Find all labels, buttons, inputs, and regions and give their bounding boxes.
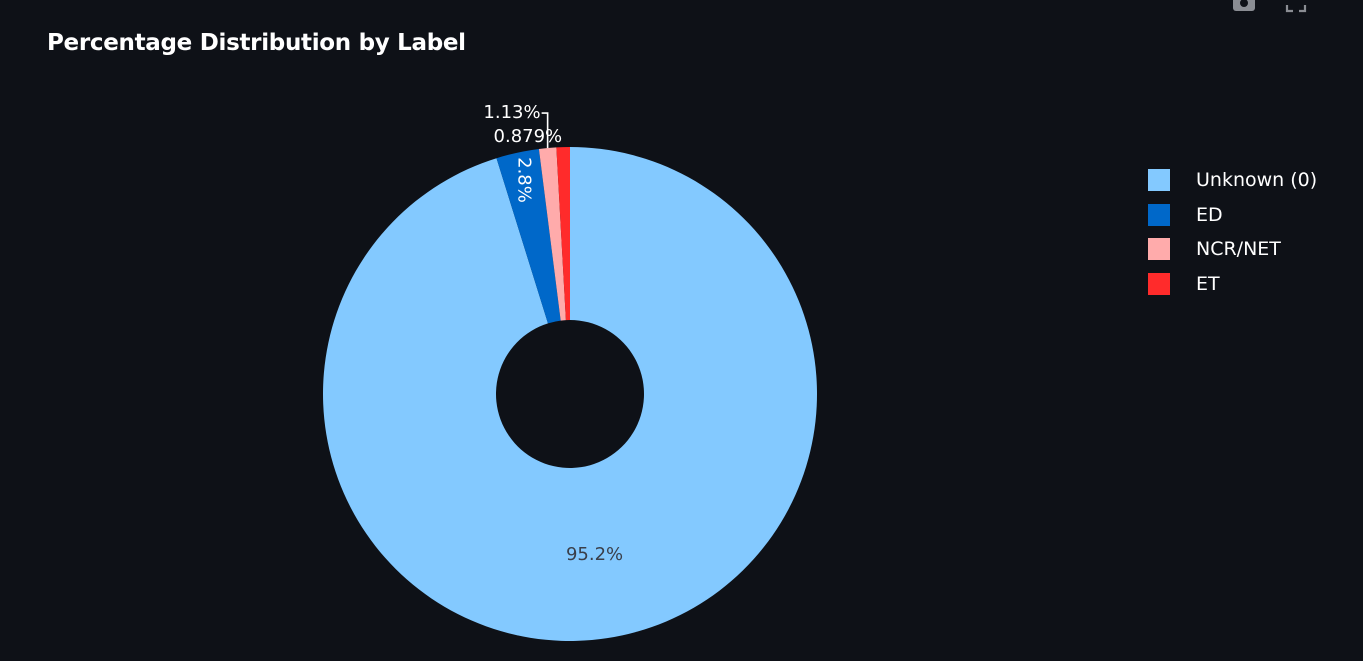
slice-label-ncr-net: 1.13% xyxy=(483,102,540,123)
legend-item-ed[interactable]: ED xyxy=(1148,198,1317,233)
chart-title: Percentage Distribution by Label xyxy=(47,30,466,56)
legend-swatch xyxy=(1148,169,1170,192)
pie-slice-ncr-net[interactable] xyxy=(538,147,566,321)
legend-swatch xyxy=(1148,203,1170,226)
slice-label-ed: 2.8% xyxy=(513,157,534,203)
pie-slice-et[interactable] xyxy=(556,147,570,321)
legend-label: ET xyxy=(1196,272,1220,295)
legend-label: Unknown (0) xyxy=(1196,169,1318,192)
legend-item-et[interactable]: ET xyxy=(1148,267,1317,302)
leader-line-ncr-net xyxy=(541,112,549,149)
legend-label: NCR/NET xyxy=(1196,238,1281,261)
legend-swatch xyxy=(1148,272,1170,295)
legend-item-unknown-0[interactable]: Unknown (0) xyxy=(1148,163,1317,198)
pie-slice-unknown-0[interactable] xyxy=(323,147,818,641)
fullscreen-icon[interactable] xyxy=(1284,0,1308,14)
camera-icon[interactable] xyxy=(1232,0,1256,14)
legend-label: ED xyxy=(1196,203,1223,226)
legend-item-ncr-net[interactable]: NCR/NET xyxy=(1148,232,1317,267)
slice-label-unknown-0: 95.2% xyxy=(566,544,623,565)
pie-slice-ed[interactable] xyxy=(496,148,561,324)
slice-label-et: 0.879% xyxy=(494,126,563,147)
legend-swatch xyxy=(1148,238,1170,261)
chart-toolbar xyxy=(1232,0,1308,14)
chart-legend: Unknown (0) ED NCR/NET ET xyxy=(1148,163,1317,301)
